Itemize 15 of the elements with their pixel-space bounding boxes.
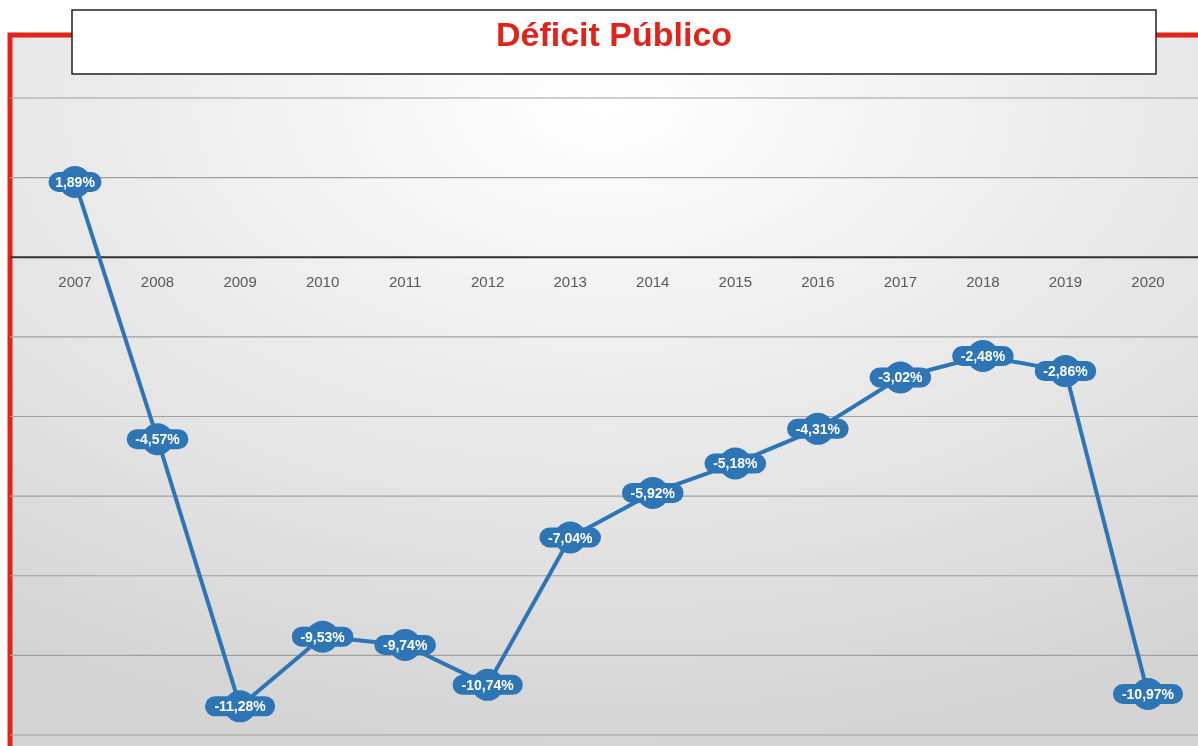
x-tick-label: 2011: [389, 273, 422, 291]
x-tick-label: 2019: [1048, 273, 1083, 291]
chart-title: Déficit Público: [495, 15, 733, 53]
x-tick-label: 2018: [966, 273, 1000, 291]
x-tick-label: 2020: [1131, 273, 1165, 291]
x-tick-label: 2008: [140, 273, 175, 291]
x-tick-label: 2013: [553, 273, 587, 291]
x-tick-label: 2014: [636, 273, 670, 291]
x-tick-label: 2015: [718, 273, 752, 291]
x-tick-label: 2012: [471, 273, 505, 291]
x-tick-label: 2016: [801, 273, 835, 291]
x-tick-label: 2010: [305, 273, 340, 291]
x-tick-label: 2009: [223, 273, 257, 291]
x-tick-label: 2007: [58, 273, 92, 291]
x-tick-label: 2017: [883, 273, 918, 291]
